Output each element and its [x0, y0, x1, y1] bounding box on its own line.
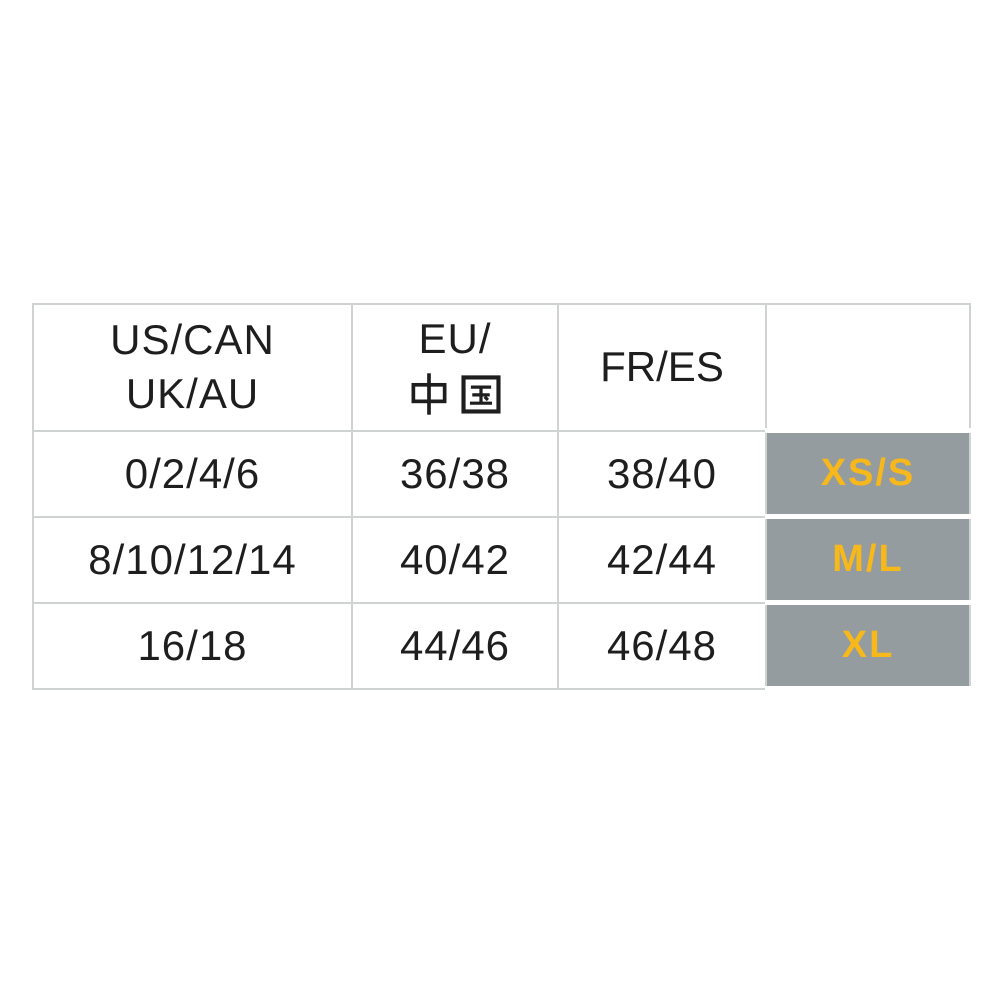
header-line-fr-es: FR/ES [600, 343, 724, 391]
header-eu-china: EU/ 中国 [351, 303, 559, 432]
header-us-can-uk-au: US/CAN UK/AU [32, 303, 353, 432]
header-row: US/CAN UK/AU EU/ 中国 [32, 303, 971, 432]
china-text: 中国 [455, 394, 456, 395]
us-can-cell: 0/2/4/6 [32, 429, 353, 518]
eu-cn-cell: 44/46 [351, 601, 559, 690]
fr-es-cell: 38/40 [557, 429, 767, 518]
us-can-cell: 16/18 [32, 601, 353, 690]
table-row-m-l: 8/10/12/14 40/42 42/44 M/L [32, 514, 971, 605]
size-badge-xl: XL [765, 600, 971, 691]
fr-es-cell: 46/48 [557, 601, 767, 690]
eu-cn-cell: 40/42 [351, 515, 559, 604]
table-row-xs-s: 0/2/4/6 36/38 38/40 XS/S [32, 428, 971, 519]
us-can-cell: 8/10/12/14 [32, 515, 353, 604]
size-badge-m-l: M/L [765, 514, 971, 605]
eu-cn-cell: 36/38 [351, 429, 559, 518]
header-line-eu: EU/ [418, 315, 492, 363]
header-line-uk-au: UK/AU [125, 370, 260, 418]
cn-character-zhong-drawing [411, 373, 447, 415]
cn-character-guo-drawing [461, 375, 501, 414]
table-row-xl: 16/18 44/46 46/48 XL [32, 600, 971, 691]
fr-es-cell: 42/44 [557, 515, 767, 604]
header-size-blank [765, 303, 971, 432]
header-line-us-can: US/CAN [110, 316, 275, 364]
header-fr-es: FR/ES [557, 303, 767, 432]
size-badge-xs-s: XS/S [765, 428, 971, 519]
size-conversion-table: US/CAN UK/AU EU/ 中国 [32, 303, 971, 691]
header-line-china: 中国 [406, 370, 504, 418]
